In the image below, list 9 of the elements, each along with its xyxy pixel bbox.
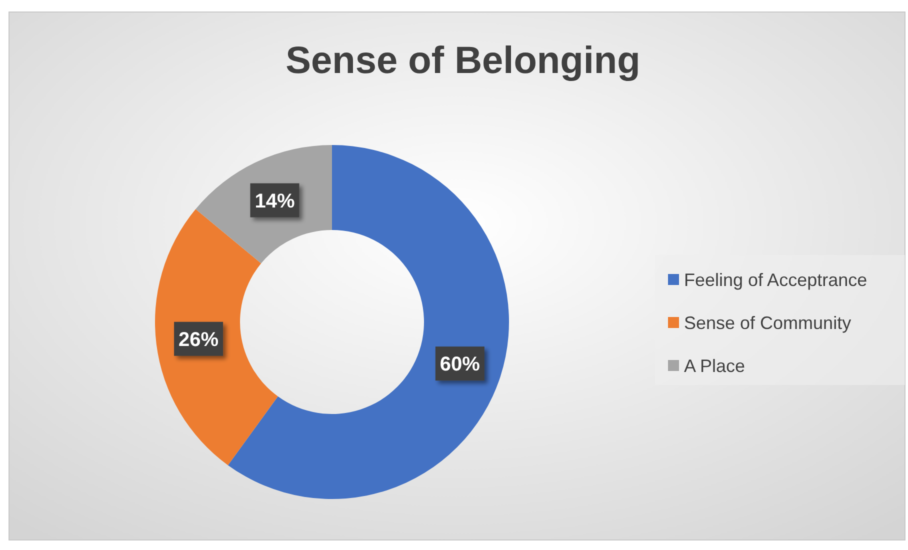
data-label: 26%	[178, 328, 219, 351]
legend-label: Feeling of Acceptrance	[684, 270, 868, 290]
donut-slice	[228, 145, 509, 499]
legend-label: A Place	[684, 356, 746, 376]
legend-label: Sense of Community	[684, 313, 852, 333]
chart-title: Sense of Belonging	[286, 40, 640, 82]
data-label: 60%	[440, 354, 480, 376]
data-label: 14%	[254, 190, 295, 212]
donut-slice	[155, 209, 278, 466]
